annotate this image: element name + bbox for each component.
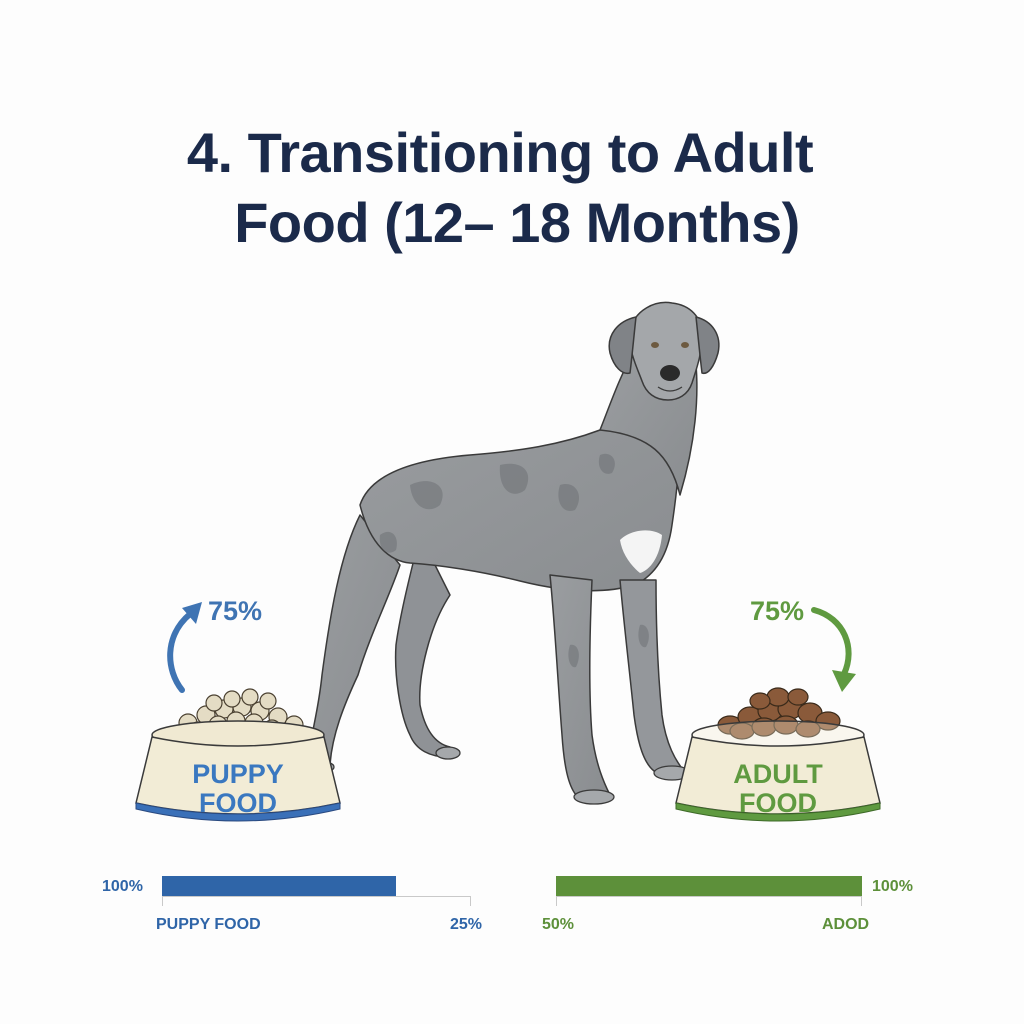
adult-food-bowl-label: ADULT FOOD [668, 760, 888, 818]
curved-arrow-down-icon [808, 604, 864, 698]
puppy-bar-end-label: 25% [450, 916, 483, 933]
bowl-label-line-1: ADULT [733, 759, 823, 789]
adult-bar-start-label: 50% [542, 916, 575, 933]
bowl-label-line-1: PUPPY [192, 759, 284, 789]
adult-bar-baseline [556, 896, 862, 897]
bowl-kibble-icon [675, 687, 881, 822]
tick [162, 896, 163, 906]
puppy-food-percentage: 75% [208, 596, 263, 626]
page-title: 4. Transitioning to Adult Food (12– 18 M… [0, 118, 1000, 258]
bowl-label-line-2: FOOD [739, 788, 817, 818]
title-line-1: 4. Transitioning to Adult [186, 121, 814, 184]
tick [556, 896, 557, 906]
title-line-2: Food (12– 18 Months) [234, 191, 800, 254]
bowl-label-line-2: FOOD [199, 788, 277, 818]
tick [470, 896, 471, 906]
puppy-bar-start-label: 100% [102, 878, 143, 895]
puppy-food-bar-chart: 100% PUPPY FOOD 25% [90, 860, 510, 950]
curved-arrow-up-right-icon [160, 596, 210, 696]
adult-food-bowl: ADULT FOOD [668, 685, 888, 835]
puppy-food-bowl: PUPPY FOOD [128, 685, 348, 835]
bowl-kibble-icon [135, 688, 341, 822]
tick [861, 896, 862, 906]
puppy-food-bar [162, 876, 396, 896]
puppy-bar-name-label: PUPPY FOOD [156, 916, 261, 933]
puppy-food-bowl-label: PUPPY FOOD [128, 760, 348, 818]
adult-bar-name-label: ADOD [822, 916, 870, 933]
adult-food-bar-chart: 100% 50% ADOD [520, 860, 940, 950]
puppy-bar-baseline [162, 896, 471, 897]
adult-food-bar [556, 876, 862, 896]
adult-bar-end-label: 100% [872, 878, 913, 895]
adult-food-percentage: 75% [750, 596, 805, 626]
